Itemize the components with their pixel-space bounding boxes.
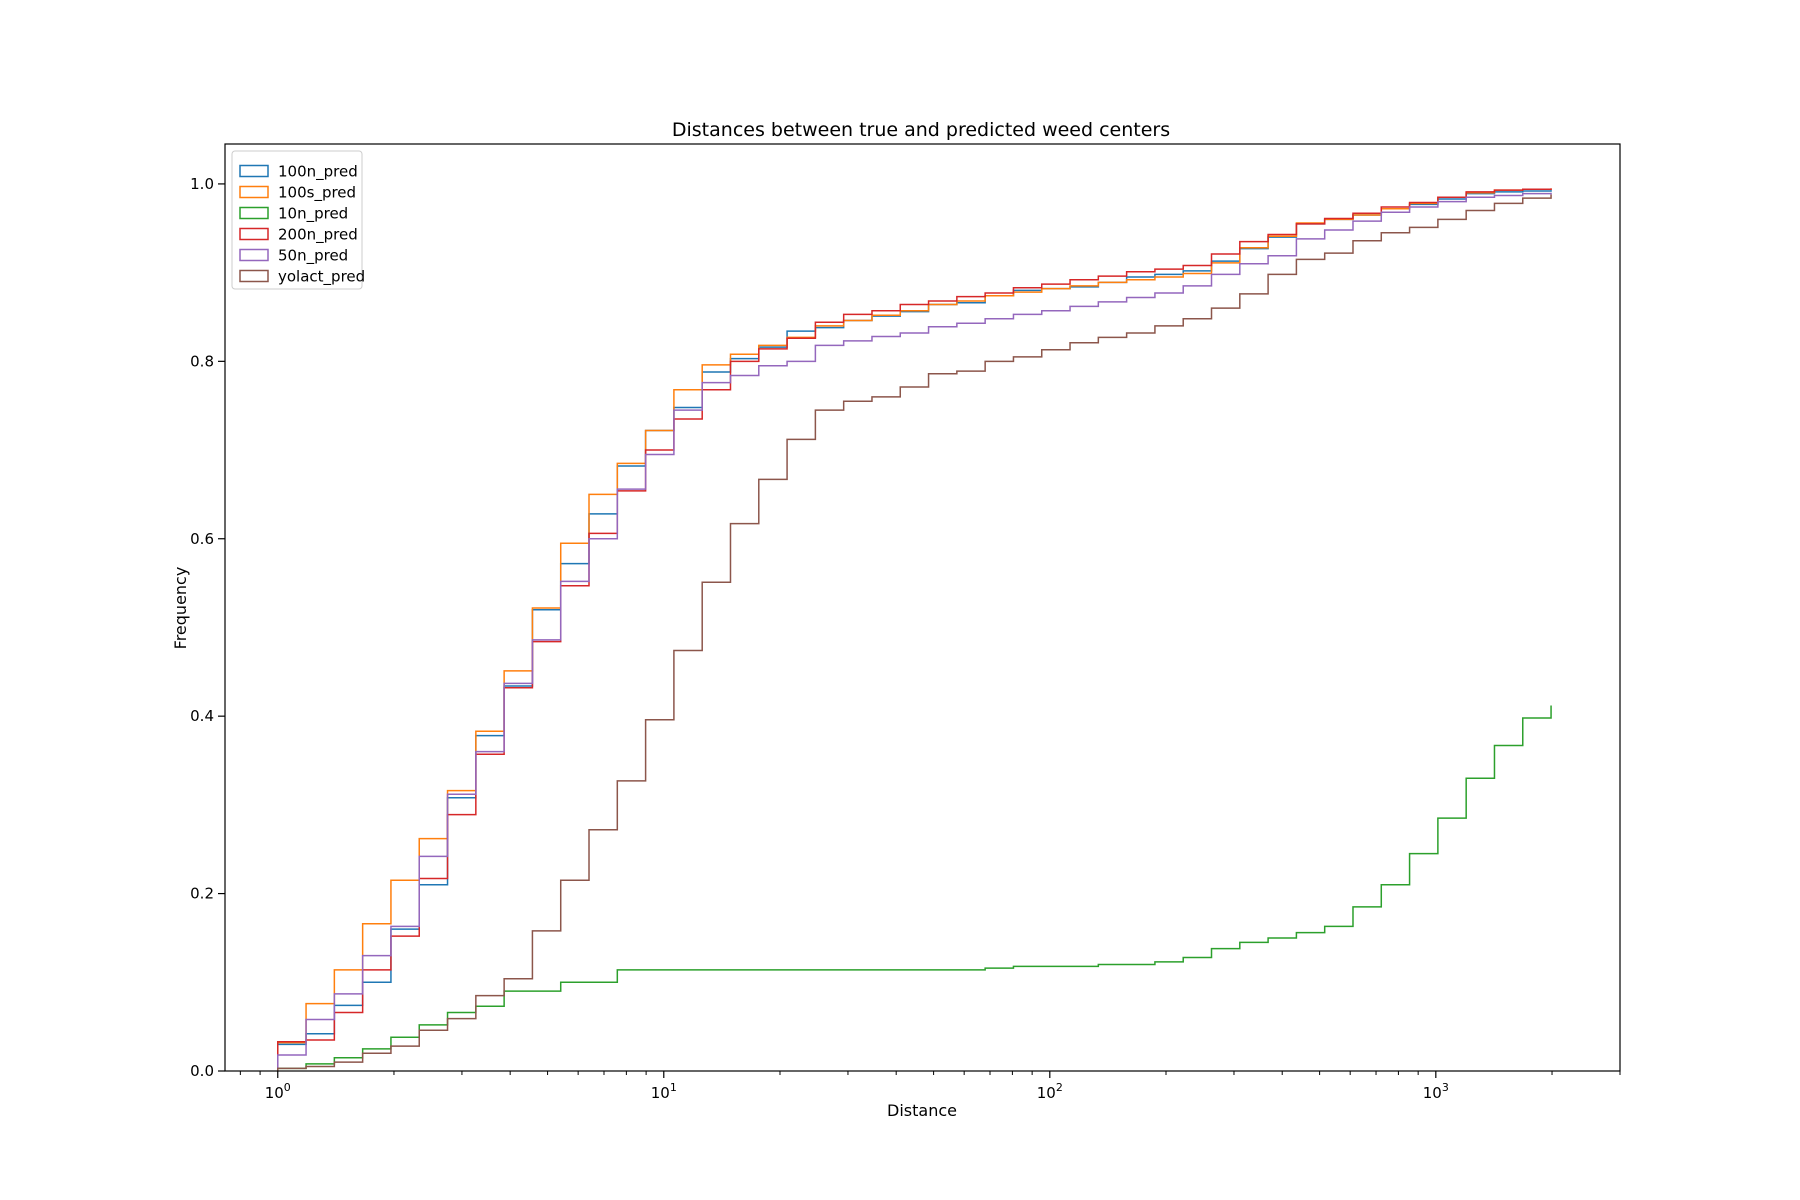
- legend-swatch-yolact-pred: [239, 269, 269, 283]
- legend-swatch-10n-pred: [239, 206, 269, 220]
- legend-label-100s-pred: 100s_pred: [278, 184, 356, 203]
- legend-label-200n-pred: 200n_pred: [278, 226, 358, 245]
- legend-label-yolact-pred: yolact_pred: [278, 268, 365, 287]
- legend-swatch-50n-pred: [239, 248, 269, 262]
- x-axis-label: Distance: [887, 1101, 957, 1120]
- legend-label-10n-pred: 10n_pred: [278, 205, 348, 224]
- y-tick-label: 0.0: [190, 1062, 214, 1080]
- y-tick-label: 0.2: [190, 885, 214, 903]
- legend-label-100n-pred: 100n_pred: [278, 163, 358, 182]
- legend: 100n_pred 100s_pred 10n_pred 200n_pred 50n_p…: [231, 150, 365, 290]
- series-line-200n-pred: [277, 188, 1552, 1071]
- series-line-50n-pred: [277, 192, 1552, 1071]
- x-tick-label: 101: [651, 1081, 677, 1102]
- legend-swatch-200n-pred: [239, 227, 269, 241]
- y-tick-label: 0.8: [190, 352, 214, 370]
- x-tick-label: 102: [1037, 1081, 1063, 1102]
- x-tick-label: 100: [265, 1081, 291, 1102]
- axes-frame: [224, 143, 1621, 1072]
- y-tick-label: 0.4: [190, 707, 214, 725]
- y-tick-label: 0.6: [190, 530, 214, 548]
- y-axis-label: Frequency: [171, 567, 190, 650]
- y-axis: 0.0 0.2 0.4 0.6 0.8 1.0: [190, 175, 225, 1080]
- chart-title: Distances between true and predicted wee…: [672, 119, 1170, 141]
- plot-area: [277, 188, 1552, 1071]
- series-line-yolact-pred: [277, 194, 1552, 1071]
- legend-swatch-100n-pred: [239, 164, 269, 178]
- legend-box: [231, 150, 363, 290]
- legend-label-50n-pred: 50n_pred: [278, 247, 348, 266]
- x-tick-label: 103: [1423, 1081, 1449, 1102]
- x-axis: 100 101 102 103: [239, 1071, 1621, 1102]
- y-tick-label: 1.0: [190, 175, 214, 193]
- series-line-100s-pred: [277, 188, 1552, 1071]
- legend-swatch-100s-pred: [239, 185, 269, 199]
